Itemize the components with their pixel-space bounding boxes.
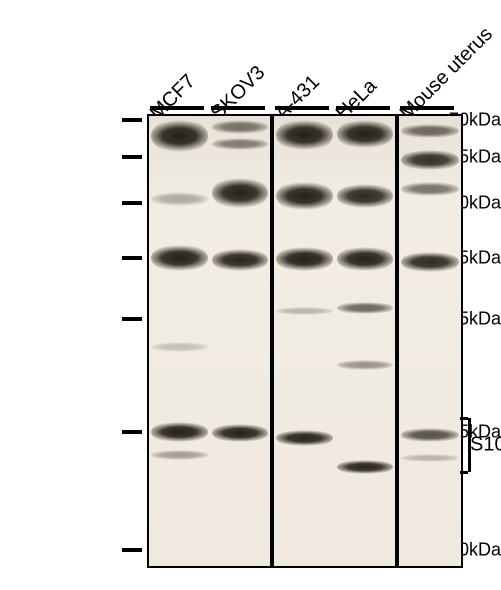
blot-band	[151, 342, 208, 352]
mw-marker-tick	[122, 256, 142, 260]
blot-band	[337, 247, 394, 271]
blot-band	[401, 124, 459, 138]
mw-marker-tick	[122, 201, 142, 205]
blot-panel	[272, 114, 397, 568]
blot-panel	[397, 114, 463, 568]
blot-band	[276, 120, 333, 150]
lane-underline	[211, 106, 265, 110]
blot-band	[276, 430, 333, 446]
bracket-arm	[460, 417, 468, 420]
blot-band	[151, 120, 208, 152]
blot-lane	[210, 116, 271, 566]
mw-marker-tick	[122, 155, 142, 159]
blot-lane	[335, 116, 396, 566]
mw-marker-tick	[122, 317, 142, 321]
lane-underline	[400, 106, 454, 110]
mw-marker-tick	[122, 430, 142, 434]
blot-band	[337, 302, 394, 314]
blot-band	[337, 460, 394, 474]
blot-band	[337, 360, 394, 370]
blot-band	[151, 245, 208, 271]
blot-band	[401, 252, 459, 272]
blot-band	[337, 184, 394, 208]
mw-marker-tick	[122, 118, 142, 122]
lane-underline	[275, 106, 329, 110]
western-blot-figure: 70kDa55kDa40kDa35kDa25kDa15kDa10kDa MCF7…	[0, 0, 501, 590]
blot-lane	[274, 116, 335, 566]
blot-band	[212, 249, 269, 271]
lane-underline	[336, 106, 390, 110]
blot-band	[401, 182, 459, 196]
blot-lane	[149, 116, 210, 566]
mw-marker-tick	[122, 548, 142, 552]
blot-band	[276, 247, 333, 271]
blot-band	[276, 307, 333, 315]
blot-panel	[147, 114, 272, 568]
blot-band	[401, 428, 459, 442]
blot-band	[212, 424, 269, 442]
blot-lane	[399, 116, 461, 566]
blot-band	[151, 450, 208, 460]
blot-band	[151, 422, 208, 442]
bracket-arm	[460, 471, 468, 474]
blot-band	[151, 192, 208, 206]
blot-band	[401, 150, 459, 170]
blot-band	[212, 138, 269, 150]
target-protein-label: S100A2	[470, 434, 501, 457]
blot-band	[401, 454, 459, 462]
blot-band	[212, 178, 269, 208]
blot-band	[212, 120, 269, 134]
blot-band	[276, 182, 333, 210]
lane-underline	[150, 106, 204, 110]
blot-band	[337, 120, 394, 148]
